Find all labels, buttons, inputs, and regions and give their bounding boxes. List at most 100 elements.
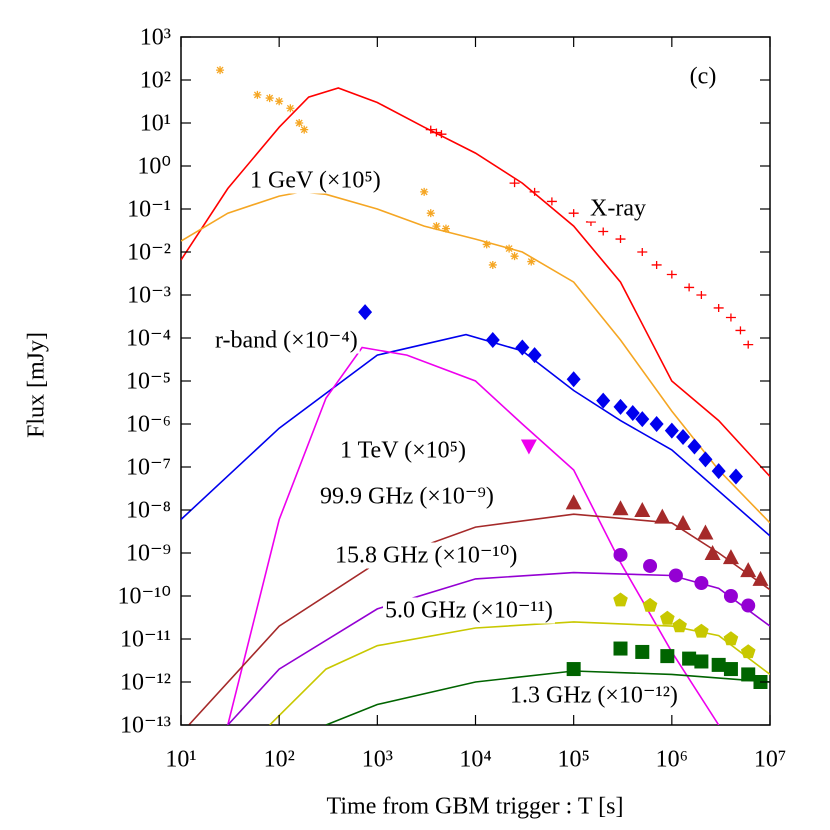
series-label: r-band (×10⁻⁴) xyxy=(215,328,358,354)
y-tick-label: 10⁻⁸ xyxy=(126,498,171,524)
data-point xyxy=(711,463,726,480)
data-point xyxy=(253,90,262,99)
data-point xyxy=(682,651,697,666)
data-point xyxy=(529,187,540,196)
data-point xyxy=(728,468,743,485)
series-label: 1 TeV (×10⁵) xyxy=(340,438,466,464)
x-tick-label: 10⁶ xyxy=(656,747,688,773)
data-point xyxy=(527,257,536,266)
data-point xyxy=(510,252,519,261)
series-label-bg xyxy=(383,597,555,624)
data-point xyxy=(660,610,675,625)
y-tick-label: 10⁻¹¹ xyxy=(120,627,171,653)
data-point xyxy=(295,119,304,127)
panel-label: (c) xyxy=(690,64,717,90)
y-tick-label: 10⁻¹³ xyxy=(120,713,171,739)
data-point xyxy=(431,128,442,137)
data-point xyxy=(420,187,429,196)
data-point xyxy=(482,240,491,249)
y-axis-title: Flux [mJy] xyxy=(24,332,50,438)
data-point xyxy=(546,197,557,206)
data-point xyxy=(520,439,537,455)
data-point xyxy=(643,558,658,573)
data-point xyxy=(635,644,650,659)
series-label: 1 GeV (×10⁵) xyxy=(250,168,381,194)
y-tick-label: 10⁻⁷ xyxy=(126,455,171,481)
data-point xyxy=(613,398,628,415)
data-point xyxy=(612,500,629,516)
data-point xyxy=(713,303,724,312)
series-label-bg xyxy=(213,327,360,354)
data-point xyxy=(615,235,626,244)
data-point xyxy=(723,631,739,646)
y-tick-label: 10⁻⁵ xyxy=(126,369,171,395)
data-point xyxy=(275,97,284,106)
data-point xyxy=(741,667,756,682)
data-point xyxy=(642,597,658,612)
data-point xyxy=(697,524,714,540)
x-tick-label: 10⁵ xyxy=(557,747,589,773)
plot-area xyxy=(181,66,770,725)
y-tick-label: 10¹ xyxy=(140,111,171,137)
y-tick-label: 10² xyxy=(140,68,171,94)
data-point xyxy=(752,570,769,586)
data-point xyxy=(598,227,609,236)
data-point xyxy=(664,422,679,439)
data-point xyxy=(694,576,709,591)
data-point xyxy=(704,545,721,560)
x-tick-label: 10³ xyxy=(362,747,393,773)
data-point xyxy=(666,270,677,279)
data-point xyxy=(668,568,683,583)
data-point xyxy=(743,340,754,349)
model-curve xyxy=(227,346,720,725)
data-point xyxy=(676,428,691,445)
x-tick-label: 10¹ xyxy=(165,747,196,773)
data-point xyxy=(725,313,736,322)
data-point xyxy=(568,209,579,218)
series-label-bg xyxy=(318,483,496,510)
data-point xyxy=(436,130,447,139)
data-point xyxy=(485,331,500,348)
data-point xyxy=(687,438,702,455)
data-point xyxy=(635,411,650,428)
model-curve xyxy=(181,87,770,478)
data-point xyxy=(613,547,628,562)
data-point xyxy=(651,260,662,269)
data-point xyxy=(613,592,628,607)
x-axis-title: Time from GBM trigger : T [s] xyxy=(327,794,624,820)
data-point xyxy=(660,649,675,664)
data-point xyxy=(740,562,757,578)
y-tick-label: 10³ xyxy=(140,25,171,51)
data-point xyxy=(565,494,582,510)
data-point xyxy=(654,508,671,524)
model-curve xyxy=(188,513,770,725)
data-point xyxy=(358,304,373,321)
data-point xyxy=(216,66,225,75)
data-point xyxy=(672,618,687,633)
y-tick-label: 10⁻⁹ xyxy=(126,541,171,567)
data-point xyxy=(596,392,611,409)
y-tick-label: 10⁻¹⁰ xyxy=(118,584,171,610)
data-point xyxy=(566,662,581,677)
data-point xyxy=(722,549,739,565)
data-point xyxy=(675,514,692,530)
y-tick-label: 10⁰ xyxy=(137,154,171,180)
data-point xyxy=(735,326,746,335)
data-point xyxy=(698,451,713,468)
data-point xyxy=(488,260,497,269)
data-point xyxy=(432,222,441,231)
data-point xyxy=(441,224,450,233)
x-tick-label: 10² xyxy=(264,747,295,773)
x-tick-label: 10⁴ xyxy=(459,747,491,773)
data-point xyxy=(300,125,309,134)
series-label-bg xyxy=(333,542,520,569)
data-point xyxy=(527,347,542,364)
data-point xyxy=(694,623,709,638)
data-point xyxy=(286,104,295,113)
data-point xyxy=(694,654,709,669)
y-tick-label: 10⁻³ xyxy=(127,283,171,309)
series-label-bg xyxy=(508,682,680,709)
y-tick-label: 10⁻¹ xyxy=(127,197,171,223)
y-tick-label: 10⁻¹² xyxy=(120,670,171,696)
